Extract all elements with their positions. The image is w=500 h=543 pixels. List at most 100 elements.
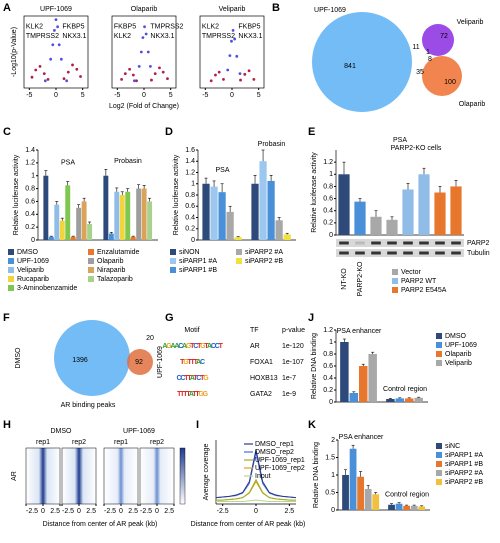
count-label: 8 <box>428 56 432 63</box>
legend-swatch <box>88 276 94 282</box>
x-axis-label: Distance from center of AR peak (kb) <box>191 521 306 528</box>
bar <box>59 220 65 240</box>
category-label: PSA enhancer <box>339 434 384 441</box>
point <box>146 50 150 54</box>
line <box>216 478 296 501</box>
y-tick-label: 1 <box>331 472 335 479</box>
point <box>79 75 82 78</box>
bar <box>226 211 234 240</box>
motif: TTTTATTGG <box>177 391 209 398</box>
bar <box>403 505 411 510</box>
point <box>131 73 135 77</box>
bar <box>81 201 87 240</box>
gene-label: TMPRSS2 <box>202 33 235 40</box>
legend-swatch <box>436 360 442 366</box>
legend-swatch <box>436 452 442 458</box>
point <box>158 66 161 70</box>
y-axis-label: Average coverage <box>203 444 210 501</box>
point <box>120 77 123 81</box>
blot-band <box>419 251 429 255</box>
point <box>49 57 53 61</box>
x-tick-label: -2.5 <box>217 508 229 515</box>
legend-label: siPARP1 #B <box>445 461 483 468</box>
blot-band <box>355 251 365 255</box>
x-tick-label: 5 <box>169 92 173 99</box>
point <box>34 68 38 72</box>
gene-label: TMPRSS2 <box>26 33 59 40</box>
count-label: 1396 <box>72 357 88 364</box>
count-label: 11 <box>412 44 419 51</box>
y-tick-label: 0.4 <box>323 375 333 382</box>
bar <box>354 201 366 235</box>
y-tick-label: 0.6 <box>323 363 333 370</box>
bar <box>87 223 93 240</box>
x-tick-label: -5 <box>26 92 32 99</box>
legend-swatch <box>392 287 398 293</box>
bar <box>48 236 54 240</box>
gene-label: FKBP5 <box>238 24 260 31</box>
y-tick-label: 1.2 <box>25 160 35 167</box>
blot-band <box>435 241 445 245</box>
point <box>214 73 217 77</box>
point <box>51 43 55 47</box>
point <box>54 18 58 21</box>
heatmap-panel <box>25 447 61 505</box>
bar <box>338 174 350 235</box>
x-tick-label: -5 <box>114 92 120 99</box>
x-tick-label: -2.5 <box>140 508 152 515</box>
y-tick-label: 1.2 <box>323 159 333 166</box>
bar <box>283 234 291 240</box>
y-tick-label: 0.8 <box>323 183 333 190</box>
panel-label: I <box>196 419 199 431</box>
bar <box>402 189 414 235</box>
line <box>215 449 297 499</box>
blot-label: PARP2 <box>467 240 490 247</box>
x-tick-label: 0 <box>41 508 45 515</box>
count-label: 72 <box>440 33 448 40</box>
point <box>150 78 153 82</box>
legend-swatch <box>88 258 94 264</box>
y-tick-label: 0.5 <box>325 489 335 496</box>
count-label: 20 <box>146 335 154 342</box>
set-label: UPF-1069 <box>157 346 164 378</box>
bar <box>136 188 142 240</box>
point <box>71 63 74 67</box>
bar <box>395 503 403 510</box>
legend-label: DMSO_rep1 <box>255 441 294 448</box>
y-tick-label: 0 <box>329 399 333 406</box>
colorbar <box>179 447 186 505</box>
bar <box>357 476 365 510</box>
blot-band <box>451 251 461 255</box>
bar <box>141 188 147 240</box>
bar <box>125 191 131 240</box>
group-label: UPF-1069 <box>123 428 155 435</box>
gene-label: NKX3.1 <box>150 33 174 40</box>
x-tick-label: -2.5 <box>26 508 38 515</box>
legend-swatch <box>436 479 442 485</box>
x-tick-label: 0 <box>155 508 159 515</box>
bar <box>147 201 153 240</box>
set-label: UPF-1069 <box>314 7 346 14</box>
point <box>53 29 56 32</box>
motif: CCTTATCTG <box>177 375 210 382</box>
bar <box>259 161 267 240</box>
bar <box>108 233 114 240</box>
y-tick-label: 0 <box>31 237 35 244</box>
x-tick-label: 2.5 <box>164 508 174 515</box>
legend-label: Veliparib <box>445 360 472 367</box>
bar <box>267 180 275 240</box>
bar <box>414 397 423 402</box>
bar <box>388 504 395 510</box>
venn-circle <box>54 320 130 396</box>
table-cell: 1e-107 <box>282 359 304 366</box>
legend-swatch <box>8 276 14 282</box>
set-label: DMSO <box>15 347 22 369</box>
line <box>216 499 296 502</box>
bar <box>130 236 136 240</box>
point <box>135 79 138 83</box>
point <box>226 68 230 72</box>
legend-label: UPF-1069 <box>445 342 477 349</box>
bar <box>386 219 398 235</box>
point <box>123 72 127 75</box>
legend-label: Veliparib <box>17 267 44 274</box>
